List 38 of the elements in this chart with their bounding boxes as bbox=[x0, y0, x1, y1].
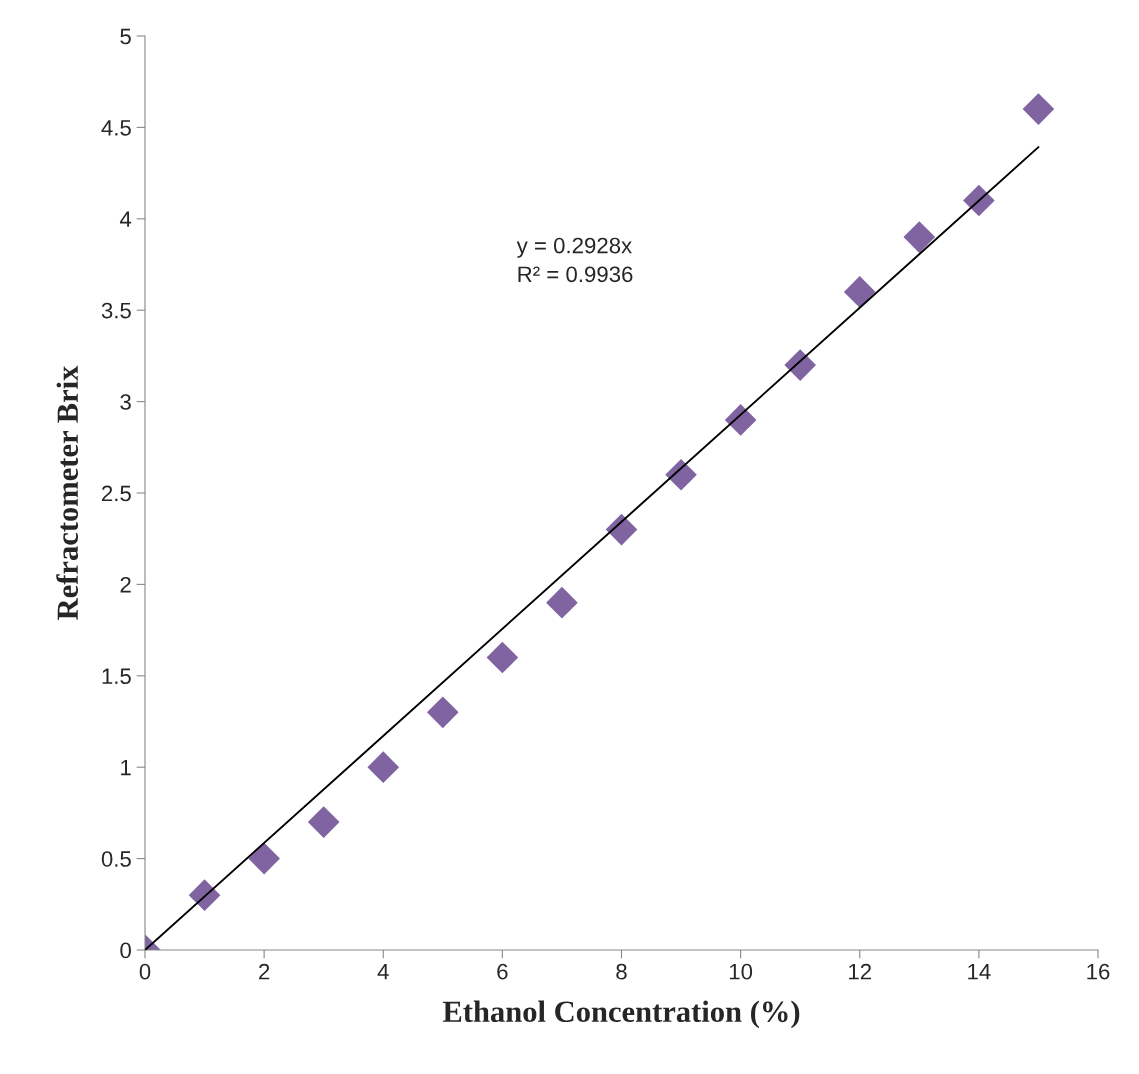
point bbox=[546, 586, 578, 619]
x-tick-label: 2 bbox=[259, 963, 270, 980]
y-tick-label: 5 bbox=[120, 28, 131, 45]
point bbox=[367, 751, 400, 784]
point bbox=[426, 696, 459, 729]
y-tick-label: 3 bbox=[120, 394, 131, 410]
x-tick-label: 0 bbox=[139, 963, 151, 980]
point bbox=[307, 806, 340, 838]
x-tick-label: 12 bbox=[849, 963, 871, 980]
x-tick-label: 10 bbox=[729, 963, 753, 980]
annotation: y = 0.2928x bbox=[516, 237, 632, 258]
point bbox=[1022, 93, 1055, 125]
y-tick-label: 4.5 bbox=[101, 120, 131, 136]
y-tick-label: 2.5 bbox=[102, 485, 131, 502]
point bbox=[963, 184, 995, 217]
y-axis-title: Refractometer Brix bbox=[56, 365, 79, 620]
point bbox=[903, 221, 936, 253]
point bbox=[188, 879, 221, 911]
y-tick-label: 0 bbox=[120, 942, 131, 959]
annotation: R² = 0.9936 bbox=[518, 266, 633, 283]
y-tick-label: 0.5 bbox=[101, 851, 131, 867]
y-tick-label: 3.5 bbox=[101, 302, 131, 319]
y-tick-label: 1 bbox=[121, 759, 131, 776]
x-tick-label: 14 bbox=[968, 964, 991, 980]
point bbox=[248, 842, 280, 875]
y-tick-label: 2 bbox=[120, 576, 131, 593]
x-axis-title: Ethanol Concentration (%) bbox=[442, 1000, 800, 1029]
y-tick-label: 4 bbox=[119, 211, 132, 227]
point bbox=[843, 276, 876, 308]
x-tick-label: 8 bbox=[616, 963, 627, 980]
x-tick-label: 4 bbox=[377, 964, 389, 980]
x-tick-label: 6 bbox=[497, 963, 508, 980]
x-tick-label: 16 bbox=[1087, 963, 1110, 980]
point bbox=[784, 349, 817, 381]
y-tick-label: 1.5 bbox=[102, 668, 131, 685]
point bbox=[486, 641, 519, 674]
point bbox=[665, 458, 697, 491]
point bbox=[724, 404, 757, 436]
